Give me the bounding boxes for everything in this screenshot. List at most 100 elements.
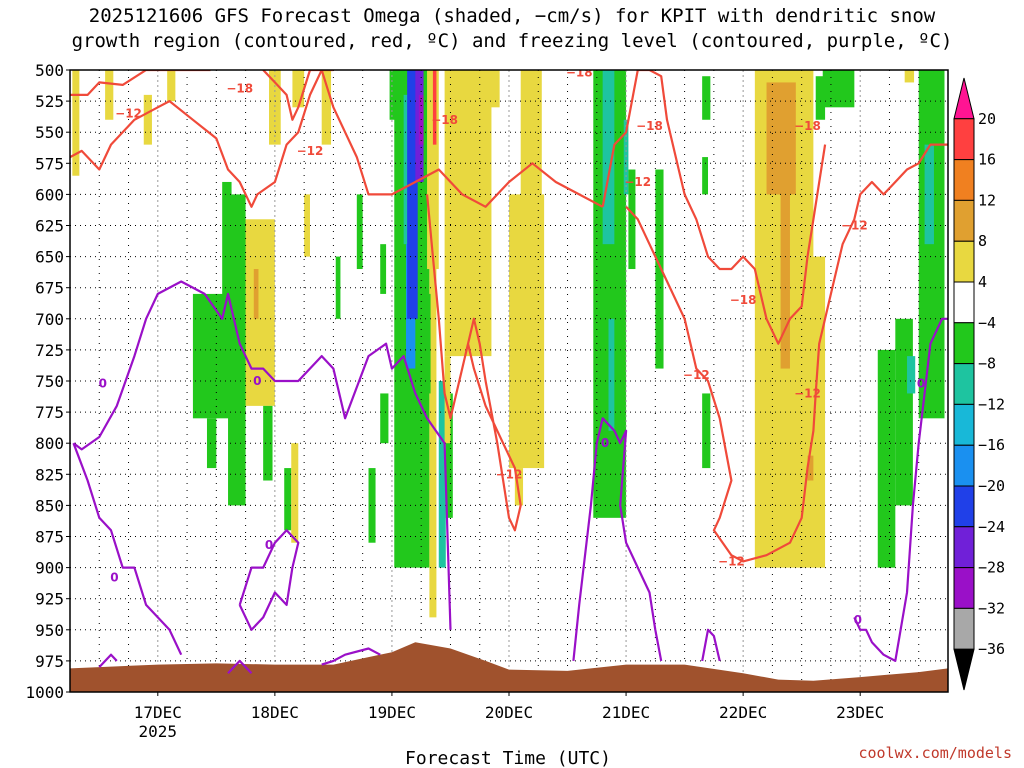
colorbar-bin <box>953 159 975 201</box>
y-tick-label: 1000 <box>25 683 64 702</box>
contour-label-red: −12 <box>624 175 651 189</box>
omega-shade-cell <box>766 82 796 195</box>
omega-shade-cell <box>269 70 281 145</box>
omega-shade-cell <box>877 349 896 568</box>
omega-shade-cell <box>380 393 389 444</box>
colorbar-label: −16 <box>978 436 1005 454</box>
dgz-contour-red <box>426 194 522 532</box>
contour-label-purple: 0 <box>265 538 273 552</box>
x-tick-label: 21DEC <box>602 703 650 722</box>
chart-title-line-1: 2025121606 GFS Forecast Omega (shaded, −… <box>89 5 936 27</box>
omega-shade-cell <box>807 455 814 481</box>
omega-shade-cell <box>815 76 826 120</box>
omega-shade-cell <box>924 144 934 245</box>
omega-shade-cell <box>514 468 524 506</box>
omega-shade-cell <box>304 194 310 257</box>
contour-label-red: −12 <box>496 467 523 481</box>
contour-label-red: −18 <box>431 113 458 127</box>
y-tick-label: 875 <box>35 528 64 547</box>
x-tick-label: 20DEC <box>485 703 533 722</box>
contour-label-red: −12 <box>297 144 324 158</box>
omega-shade-cell <box>424 293 431 394</box>
contour-label-red: −18 <box>226 82 253 96</box>
x-tick-label: 22DEC <box>719 703 767 722</box>
freezing-level-contour <box>572 417 663 662</box>
omega-shade-cell <box>445 393 453 518</box>
plot-area: −12 −18 −12 −18 −18 −18 −12 −18 −18 −12 −12 −12 −12 −… <box>70 65 948 692</box>
omega-shade-cell <box>143 94 152 145</box>
contour-label-red: −18 <box>636 119 663 133</box>
omega-shade-cell <box>608 318 615 431</box>
contour-label-purple: 0 <box>99 376 107 390</box>
omega-shade-cell <box>206 418 217 469</box>
colorbar-bin <box>953 444 975 487</box>
colorbar-label: −20 <box>978 477 1005 495</box>
y-tick-label: 725 <box>35 341 64 360</box>
contour-label-purple: 0 <box>601 436 609 450</box>
colorbar-bin <box>953 240 975 283</box>
colorbar-label: −32 <box>978 599 1005 617</box>
freezing-level-contour <box>238 529 300 631</box>
colorbar-label: −4 <box>978 314 996 332</box>
omega-shade-cell <box>702 157 709 195</box>
omega-shade-cell <box>263 405 273 481</box>
freezing-level-contour <box>853 317 948 662</box>
colorbar-label: −24 <box>978 518 1005 536</box>
colorbar-bin <box>953 77 975 120</box>
omega-shade-cell <box>444 356 451 444</box>
freezing-level-contour <box>72 442 183 656</box>
omega-shade-cell <box>356 194 363 270</box>
colorbar: 20 16 12 8 4 −4 −8 −12 −16 −20 −24 −28 −32 −36 <box>953 77 1005 691</box>
dgz-contour-red <box>70 70 211 96</box>
omega-shade-cell <box>780 194 790 369</box>
omega-shade-cell <box>291 443 299 543</box>
colorbar-bin <box>953 526 975 569</box>
x-axis-label: Forecast Time (UTC) <box>405 748 611 768</box>
omega-shade-cell <box>427 70 439 270</box>
omega-shade-cell <box>105 70 114 120</box>
omega-shade-cell <box>904 70 915 83</box>
contour-label-red: −12 <box>115 107 142 121</box>
colorbar-label: −28 <box>978 559 1005 577</box>
colorbar-label: −12 <box>978 395 1005 413</box>
omega-shade-cell <box>222 181 232 319</box>
colorbar-bin <box>953 281 975 324</box>
colorbar-bin <box>953 199 975 242</box>
omega-shade-cell <box>368 468 376 543</box>
omega-shade-cell <box>72 70 80 176</box>
colorbar-bin <box>953 403 975 446</box>
omega-shade-cell <box>389 70 396 120</box>
freezing-level-contour <box>701 628 721 662</box>
omega-shade-cell <box>907 356 916 394</box>
omega-shade-cell <box>444 70 492 357</box>
x-tick-label: 18DEC <box>251 703 299 722</box>
omega-shade-cell <box>380 244 387 294</box>
y-tick-label: 525 <box>35 92 64 111</box>
omega-shade-cell <box>602 70 615 245</box>
axes: 500 525 550 575 600 625 650 675 700 725 750 775 800 8… <box>25 61 949 741</box>
colorbar-label: −36 <box>978 640 1005 658</box>
omega-shade-cell <box>253 269 259 319</box>
colorbar-bin <box>953 567 975 609</box>
y-tick-label: 775 <box>35 403 64 422</box>
x-tick-label: 17DEC <box>134 703 182 722</box>
colorbar-label: 4 <box>978 273 987 291</box>
contour-label-red: −18 <box>566 65 593 79</box>
colorbar-bin <box>953 322 975 365</box>
omega-shade-cell <box>167 70 176 102</box>
omega-shade-cell <box>509 194 545 469</box>
y-tick-label: 575 <box>35 154 64 173</box>
y-tick-label: 850 <box>35 496 64 515</box>
omega-shade-cell <box>432 70 437 145</box>
freezing-level-contour <box>227 659 253 675</box>
y-tick-label: 950 <box>35 621 64 640</box>
terrain <box>70 642 948 692</box>
y-tick-label: 925 <box>35 590 64 609</box>
omega-shade-cell <box>335 256 341 319</box>
x-tick-label: 23DEC <box>836 703 884 722</box>
colorbar-bin <box>953 485 975 528</box>
contour-label-red: −18 <box>794 119 821 133</box>
colorbar-bin <box>953 363 975 405</box>
contour-label-red: −12 <box>683 368 710 382</box>
